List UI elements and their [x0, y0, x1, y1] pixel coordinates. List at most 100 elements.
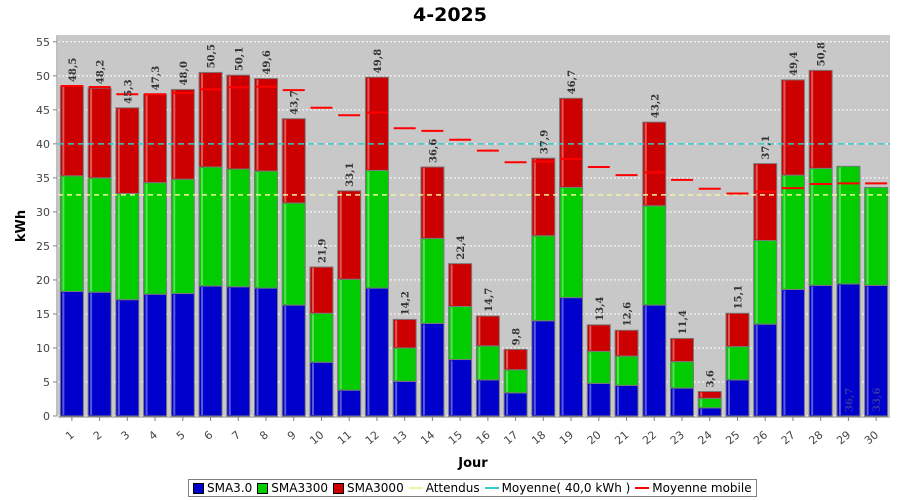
- total-label: 50,1: [234, 47, 245, 71]
- bar-segment: [586, 324, 611, 352]
- chart-title: 4-2025: [413, 4, 487, 26]
- legend-label: Moyenne( 40,0 kWh ): [501, 481, 631, 495]
- bar-highlight: [201, 73, 204, 166]
- legend-label: Moyenne mobile: [652, 481, 752, 495]
- bar-segment: [170, 88, 195, 180]
- bar-segment: [780, 79, 805, 176]
- total-label: 11,4: [678, 310, 689, 334]
- bar-highlight: [311, 268, 314, 313]
- x-tick-label: 22: [640, 428, 659, 447]
- bar-highlight: [339, 280, 342, 390]
- legend-label: SMA3000: [346, 481, 404, 495]
- y-tick-label: 0: [43, 410, 50, 423]
- bar-segment: [420, 166, 445, 239]
- bar-highlight: [506, 370, 509, 392]
- bar-segment: [559, 97, 584, 188]
- bar-segment: [254, 78, 278, 172]
- bar-highlight: [90, 89, 93, 177]
- y-axis-label: kWh: [14, 210, 29, 242]
- total-label: 48,0: [179, 61, 190, 85]
- bar-highlight: [62, 176, 65, 291]
- bar-segment: [448, 263, 473, 307]
- bar-highlight: [256, 79, 259, 171]
- x-tick-label: 24: [696, 428, 715, 447]
- total-label: 15,1: [733, 285, 744, 309]
- bar-highlight: [617, 331, 620, 356]
- bar-segment: [226, 74, 251, 170]
- bar-highlight: [145, 295, 148, 415]
- bar-highlight: [145, 183, 148, 294]
- total-label: 9,8: [512, 328, 523, 345]
- x-tick-label: 27: [779, 428, 798, 447]
- bar-highlight: [617, 357, 620, 385]
- legend-label: SMA3.0: [207, 481, 253, 495]
- bar-highlight: [422, 239, 425, 323]
- x-axis-label: Jour: [457, 456, 488, 471]
- bar-highlight: [173, 294, 176, 415]
- total-label: 14,7: [484, 288, 495, 312]
- bar-highlight: [173, 90, 176, 179]
- legend-swatch: [257, 482, 269, 494]
- bar-segment: [753, 163, 778, 241]
- x-tick-label: 14: [418, 428, 437, 447]
- legend-swatch: [332, 482, 344, 494]
- x-tick-label: 18: [529, 428, 548, 447]
- total-label: 33,1: [345, 162, 356, 186]
- bar-highlight: [644, 306, 647, 415]
- bar-segment: [614, 329, 639, 357]
- bar-highlight: [644, 123, 647, 205]
- bar-highlight: [672, 362, 675, 388]
- bar-highlight: [478, 380, 481, 415]
- y-tick-label: 5: [43, 376, 50, 389]
- legend-item: Moyenne mobile: [635, 481, 752, 495]
- x-tick-label: 12: [363, 428, 382, 447]
- legend-item: Moyenne( 40,0 kWh ): [484, 481, 631, 495]
- bar-segment: [531, 157, 556, 237]
- bar-highlight: [395, 348, 398, 381]
- x-tick-label: 19: [557, 428, 576, 447]
- bar-highlight: [506, 393, 509, 415]
- total-label: 36,7: [844, 388, 855, 412]
- reference-lines: [58, 143, 890, 196]
- bar-highlight: [589, 352, 592, 383]
- bar-highlight: [311, 314, 314, 362]
- y-tick-label: 50: [36, 70, 50, 83]
- bar-highlight: [783, 290, 786, 415]
- bar-segment: [309, 266, 334, 314]
- total-label: 48,2: [96, 60, 107, 84]
- bar-highlight: [783, 80, 786, 175]
- total-label: 36,6: [428, 139, 439, 163]
- bar-highlight: [201, 167, 204, 286]
- total-label: 43,2: [650, 94, 661, 118]
- total-label: 50,5: [207, 44, 218, 68]
- bar-highlight: [478, 316, 481, 345]
- bar-highlight: [339, 191, 342, 279]
- x-axis: 1 2 3 4 5 6 7 8 9 10 11 12 13 14 15 16 17 18 19 20 21 22 23 24 2…: [58, 416, 890, 447]
- bar-highlight: [422, 324, 425, 415]
- bar-highlight: [339, 391, 342, 415]
- bar-highlight: [90, 293, 93, 415]
- total-label: 48,5: [68, 58, 79, 82]
- y-tick-label: 15: [36, 308, 50, 321]
- bar-segment: [808, 69, 833, 169]
- moving-average: [60, 85, 888, 195]
- bar-highlight: [201, 287, 204, 415]
- bar-highlight: [755, 241, 758, 324]
- total-label: 13,4: [595, 296, 606, 320]
- bar-highlight: [284, 204, 287, 305]
- y-tick-label: 45: [36, 104, 50, 117]
- total-label: 21,9: [317, 239, 328, 263]
- total-label: 3,6: [706, 370, 717, 387]
- total-label: 49,4: [789, 52, 800, 76]
- x-tick-label: 15: [446, 428, 465, 447]
- bar-segment: [697, 391, 722, 399]
- legend-item: Attendus: [408, 481, 480, 495]
- bar-highlight: [783, 176, 786, 289]
- bar-highlight: [90, 178, 93, 292]
- x-tick-label: 23: [668, 428, 687, 447]
- total-label: 37,9: [539, 130, 550, 154]
- x-tick-label: 16: [474, 428, 493, 447]
- plot-area: [58, 35, 890, 416]
- total-label: 22,4: [456, 235, 467, 259]
- x-tick-label: 13: [391, 428, 410, 447]
